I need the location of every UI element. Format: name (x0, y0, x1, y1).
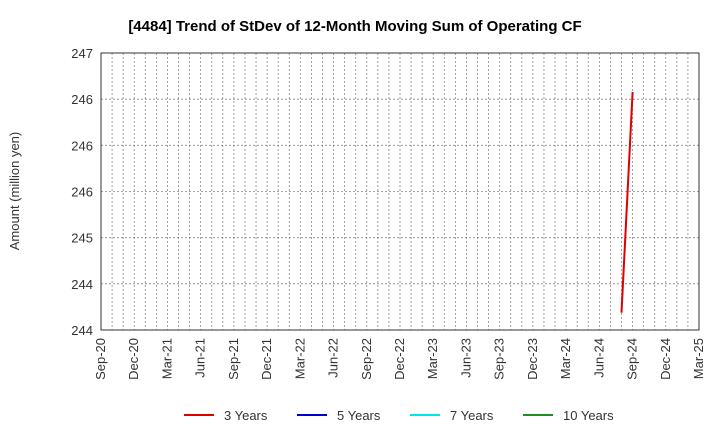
x-tick-label: Jun-21 (193, 338, 208, 378)
y-tick-labels: 244 244 245 246 246 246 247 (71, 46, 93, 338)
legend-label-7-years: 7 Years (450, 408, 494, 423)
x-tick-label: Jun-24 (591, 338, 606, 378)
x-tick-label: Dec-22 (392, 338, 407, 380)
series-lines (620, 91, 634, 313)
series-line-3-years (620, 91, 634, 313)
legend-label-5-years: 5 Years (337, 408, 381, 423)
y-tick-label: 244 (71, 323, 93, 338)
grid-lines (101, 53, 699, 330)
x-tick-label: Mar-25 (691, 338, 706, 379)
y-tick-label: 246 (71, 92, 93, 107)
x-tick-label: Jun-22 (326, 338, 341, 378)
y-tick-label: 244 (71, 277, 93, 292)
x-tick-label: Sep-23 (492, 338, 507, 380)
chart-title: [4484] Trend of StDev of 12-Month Moving… (128, 18, 581, 35)
y-tick-label: 247 (71, 46, 93, 61)
x-tick-label: Mar-21 (159, 338, 174, 379)
y-axis-label: Amount (million yen) (7, 132, 22, 251)
x-tick-label: Sep-21 (226, 338, 241, 380)
x-tick-label: Jun-23 (458, 338, 473, 378)
x-tick-label: Sep-22 (359, 338, 374, 380)
x-tick-labels: Sep-20 Dec-20 Mar-21 Jun-21 Sep-21 Dec-21 Mar-… (93, 338, 706, 380)
x-tick-label: Dec-21 (259, 338, 274, 380)
x-tick-label: Mar-22 (292, 338, 307, 379)
legend-label-10-years: 10 Years (563, 408, 614, 423)
x-tick-label: Sep-20 (93, 338, 108, 380)
x-tick-label: Dec-20 (126, 338, 141, 380)
legend-label-3-years: 3 Years (224, 408, 268, 423)
plot-area-frame (100, 52, 700, 331)
x-tick-label: Mar-23 (425, 338, 440, 379)
y-tick-label: 245 (71, 231, 93, 246)
y-tick-label: 246 (71, 185, 93, 200)
y-tick-label: 246 (71, 138, 93, 153)
x-tick-label: Sep-24 (625, 338, 640, 380)
legend: 3 Years 5 Years 7 Years 10 Years (184, 408, 614, 423)
x-tick-label: Mar-24 (558, 338, 573, 379)
x-tick-label: Dec-23 (525, 338, 540, 380)
x-tick-label: Dec-24 (658, 338, 673, 380)
